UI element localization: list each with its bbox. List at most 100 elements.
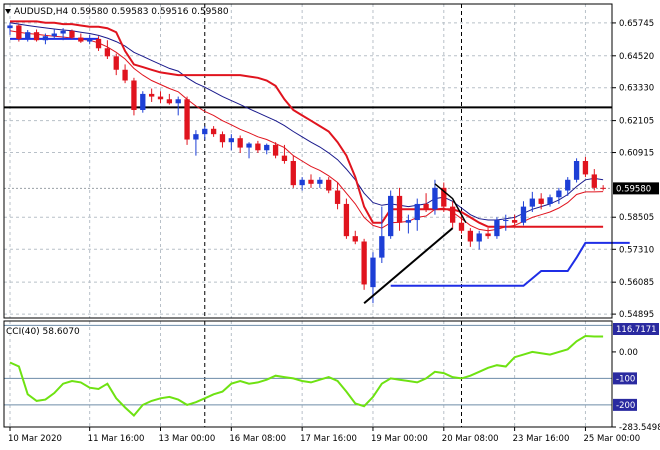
chart-header: AUDUSD,H4 0.59580 0.59583 0.59516 0.5958… bbox=[5, 7, 229, 17]
candle-body[interactable] bbox=[255, 143, 261, 151]
candle-body[interactable] bbox=[166, 99, 173, 104]
candle-body[interactable] bbox=[591, 174, 597, 188]
candle-body[interactable] bbox=[361, 241, 367, 285]
chart-title: AUDUSD,H4 0.59580 0.59583 0.59516 0.5958… bbox=[14, 7, 229, 17]
candle-body[interactable] bbox=[42, 36, 49, 41]
candle-body[interactable] bbox=[494, 220, 500, 237]
candle-body[interactable] bbox=[237, 138, 243, 148]
time-tick-label: 23 Mar 16:00 bbox=[513, 434, 570, 444]
candle-body[interactable] bbox=[290, 161, 296, 186]
candle-body[interactable] bbox=[529, 198, 535, 207]
candle-body[interactable] bbox=[140, 93, 146, 111]
candle-body[interactable] bbox=[202, 128, 208, 135]
price-tick-label: 0.57310 bbox=[619, 245, 654, 255]
candle-body[interactable] bbox=[184, 99, 190, 140]
candle-body[interactable] bbox=[308, 179, 314, 184]
candle-body[interactable] bbox=[600, 187, 606, 189]
cci-line bbox=[9, 334, 604, 417]
cci-tick-label: 0.00 bbox=[619, 348, 638, 358]
cci-level-tag bbox=[613, 398, 637, 411]
candle-body[interactable] bbox=[60, 30, 66, 34]
time-tick-label: 11 Mar 16:00 bbox=[88, 434, 145, 444]
candle-body[interactable] bbox=[16, 25, 22, 39]
candle-body[interactable] bbox=[122, 69, 128, 81]
time-tick-label: 10 Mar 2020 bbox=[8, 434, 62, 444]
time-tick-label: 25 Mar 00:00 bbox=[583, 434, 640, 444]
candle-body[interactable] bbox=[7, 25, 13, 29]
time-tick-label: 17 Mar 16:00 bbox=[300, 434, 357, 444]
candle-body[interactable] bbox=[503, 220, 509, 222]
candle-body[interactable] bbox=[556, 190, 562, 198]
time-tick-label: 13 Mar 00:00 bbox=[159, 434, 216, 444]
candle-body[interactable] bbox=[281, 155, 288, 161]
candle-body[interactable] bbox=[573, 161, 580, 180]
candle-body[interactable] bbox=[449, 206, 456, 223]
candle-body[interactable] bbox=[343, 203, 350, 237]
candle-body[interactable] bbox=[520, 206, 527, 223]
candle-body[interactable] bbox=[175, 99, 181, 104]
candle-body[interactable] bbox=[193, 134, 199, 140]
candle-body[interactable] bbox=[317, 179, 323, 184]
candle-body[interactable] bbox=[219, 134, 226, 143]
price-plot[interactable] bbox=[4, 20, 630, 305]
candle-body[interactable] bbox=[379, 236, 385, 258]
candle-body[interactable] bbox=[87, 38, 93, 42]
candle-body[interactable] bbox=[272, 144, 279, 156]
candle-body[interactable] bbox=[157, 96, 164, 100]
cci-plot[interactable] bbox=[9, 334, 604, 417]
candle-body[interactable] bbox=[246, 143, 252, 148]
candle-body[interactable] bbox=[370, 257, 376, 288]
candle-body[interactable] bbox=[326, 179, 332, 191]
candle-body[interactable] bbox=[396, 195, 403, 223]
candle-body[interactable] bbox=[148, 93, 155, 97]
cci-panel-frame bbox=[3, 320, 613, 428]
trend-line-tail bbox=[434, 183, 467, 224]
candle-body[interactable] bbox=[432, 187, 438, 210]
price-tick-label: 0.56085 bbox=[619, 278, 654, 288]
candle-body[interactable] bbox=[25, 32, 31, 39]
candle-body[interactable] bbox=[104, 48, 111, 57]
candle-body[interactable] bbox=[441, 187, 447, 207]
candle-body[interactable] bbox=[458, 222, 465, 231]
candle-body[interactable] bbox=[228, 138, 234, 143]
price-tick-label: 0.63330 bbox=[619, 84, 654, 94]
trend-line[interactable] bbox=[363, 227, 454, 305]
cci-title: CCI(40) 58.6070 bbox=[6, 327, 80, 337]
candle-body[interactable] bbox=[51, 33, 57, 37]
candle-body[interactable] bbox=[511, 220, 518, 223]
candle-body[interactable] bbox=[210, 128, 217, 135]
candle-body[interactable] bbox=[414, 203, 420, 221]
candle-body[interactable] bbox=[467, 230, 474, 242]
price-tick-label: 0.58505 bbox=[619, 213, 654, 223]
candle-body[interactable] bbox=[113, 56, 119, 70]
candle-body[interactable] bbox=[582, 161, 589, 175]
candle-body[interactable] bbox=[69, 30, 75, 38]
triangle-down-icon bbox=[5, 9, 11, 14]
candle-body[interactable] bbox=[33, 32, 40, 41]
candle-body[interactable] bbox=[538, 198, 544, 204]
support-step-line bbox=[390, 241, 630, 287]
candle-body[interactable] bbox=[547, 197, 553, 204]
candle-body[interactable] bbox=[95, 38, 102, 49]
candle-body[interactable] bbox=[299, 179, 305, 186]
candle-body[interactable] bbox=[405, 220, 412, 223]
trailing-stop-line bbox=[10, 20, 604, 228]
candle-body[interactable] bbox=[565, 179, 571, 191]
candle-body[interactable] bbox=[131, 80, 137, 111]
candle-body[interactable] bbox=[334, 190, 341, 204]
candle-body[interactable] bbox=[352, 236, 358, 242]
candle-body[interactable] bbox=[264, 144, 270, 151]
candle-body[interactable] bbox=[388, 195, 394, 237]
cci-tick-label: -100 bbox=[616, 374, 635, 384]
time-tick-label: 16 Mar 08:00 bbox=[229, 434, 286, 444]
candle-body[interactable] bbox=[423, 203, 429, 210]
price-panel-frame bbox=[3, 3, 613, 319]
candle-body[interactable] bbox=[476, 233, 482, 242]
candle-body[interactable] bbox=[485, 233, 491, 237]
axes: 0.65745 0.64520 0.63330 0.62105 0.60915 0.585… bbox=[3, 3, 660, 444]
cci-level-tag bbox=[613, 372, 637, 385]
candle-body[interactable] bbox=[78, 37, 84, 42]
time-tick-label: 20 Mar 08:00 bbox=[442, 434, 499, 444]
